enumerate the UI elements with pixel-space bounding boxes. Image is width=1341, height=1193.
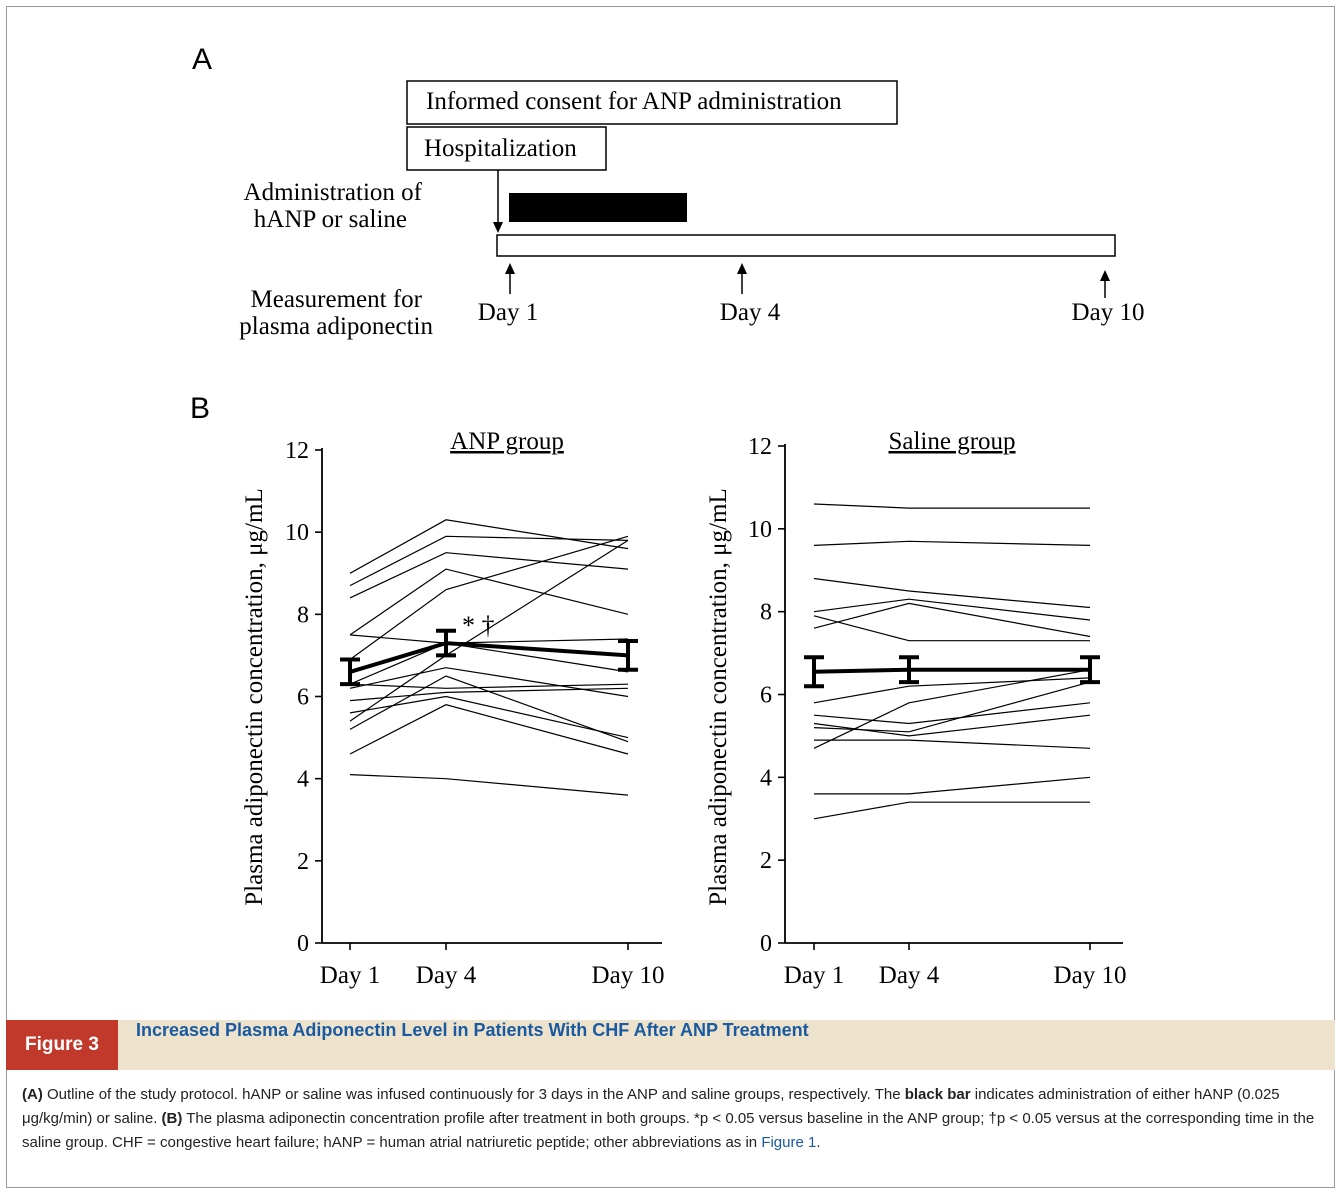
consent-box xyxy=(406,80,898,125)
anp-y-axis-label: Plasma adiponectin concentration, μg/mL xyxy=(241,488,268,905)
saline-individual-line-13 xyxy=(814,776,1091,795)
saline-x-tick-label-day-1: Day 1 xyxy=(784,962,844,989)
saline-y-tick-label-2: 2 xyxy=(760,848,772,874)
consent-box-label: Informed consent for ANP administration xyxy=(426,88,842,115)
anp-y-tick-label-6: 6 xyxy=(297,685,309,711)
hospitalization-box xyxy=(406,126,607,171)
anp-y-tick-label-10: 10 xyxy=(285,520,309,546)
panel-b-label: B xyxy=(190,392,210,425)
figure-title: Increased Plasma Adiponectin Level in Pa… xyxy=(136,1020,809,1040)
caption-b-label: (B) xyxy=(161,1110,183,1127)
panel-a-label: A xyxy=(192,43,212,76)
administration-black-bar xyxy=(509,193,687,222)
saline-individual-line-5 xyxy=(813,615,1090,642)
caption-end: . xyxy=(816,1134,821,1151)
anp-individual-line-2 xyxy=(349,535,629,587)
saline-y-tick-label-0: 0 xyxy=(760,931,772,957)
saline-group-chart: Saline group Plasma adiponectin concentr… xyxy=(705,428,1126,989)
measurement-arrow-day-1 xyxy=(505,263,515,294)
figure-number-badge: Figure 3 xyxy=(6,1020,118,1070)
saline-y-tick-label-12: 12 xyxy=(748,434,772,460)
saline-y-tick-label-8: 8 xyxy=(760,600,772,626)
saline-individual-line-11 xyxy=(814,739,1091,749)
saline-individual-line-14 xyxy=(813,801,1090,820)
measurement-label-line-2: plasma adiponectin xyxy=(239,313,433,340)
saline-y-ticks: 0 2 4 6 8 10 12 xyxy=(748,434,785,957)
caption-a-text-2: indicates administration of either hANP … xyxy=(22,1086,1280,1127)
anp-individual-line-14 xyxy=(349,704,629,755)
anp-individual-line-10 xyxy=(349,687,629,702)
caption-b-text: The plasma adiponectin concentration pro… xyxy=(22,1110,1315,1151)
anp-y-tick-label-2: 2 xyxy=(297,849,309,875)
figure-1-link[interactable]: Figure 1 xyxy=(761,1134,817,1151)
saline-individual-line-3 xyxy=(813,577,1091,609)
timeline-label-day-4: Day 4 xyxy=(720,299,781,326)
saline-chart-title: Saline group xyxy=(888,428,1015,455)
anp-individual-line-9 xyxy=(349,667,629,698)
saline-y-axis-label: Plasma adiponectin concentration, μg/mL xyxy=(705,488,732,905)
anp-individual-line-11 xyxy=(349,695,629,739)
anp-y-tick-label-4: 4 xyxy=(297,767,309,793)
anp-chart-title: ANP group xyxy=(450,428,564,455)
figure-caption: (A) Outline of the study protocol. hANP … xyxy=(22,1083,1317,1155)
anp-x-tick-label-day-10: Day 10 xyxy=(592,962,665,989)
measurement-arrow-day-10 xyxy=(1100,270,1110,298)
caption-a-text: Outline of the study protocol. hANP or s… xyxy=(42,1086,905,1103)
saline-individual-line-7 xyxy=(813,677,1091,704)
timeline-label-day-10: Day 10 xyxy=(1072,299,1145,326)
saline-individual-line-1 xyxy=(813,503,1090,509)
saline-mean-line xyxy=(813,667,1090,674)
figure-graphic: A Informed consent for ANP administratio… xyxy=(190,43,1145,989)
saline-individual-line-9 xyxy=(813,714,1091,737)
hospitalization-box-label: Hospitalization xyxy=(424,135,577,162)
anp-mean-line xyxy=(349,641,629,674)
anp-individual-line-4 xyxy=(349,568,629,636)
anp-individual-line-6 xyxy=(349,535,629,660)
caption-title-bar: Figure 3 Increased Plasma Adiponectin Le… xyxy=(6,1020,1335,1070)
saline-individual-line-12 xyxy=(813,669,1091,749)
anp-y-ticks: 0 2 4 6 8 10 12 xyxy=(285,438,322,957)
anp-y-tick-label-8: 8 xyxy=(297,602,309,628)
administration-label-line-1: Administration of xyxy=(244,179,423,206)
anp-individual-line-8 xyxy=(349,683,629,689)
anp-group-chart: ANP group Plasma adiponectin concentrati… xyxy=(241,428,664,989)
anp-individual-line-7 xyxy=(349,642,629,685)
caption-a-label: (A) xyxy=(22,1086,43,1103)
saline-x-tick-label-day-4: Day 4 xyxy=(879,962,940,989)
saline-y-tick-label-4: 4 xyxy=(760,765,772,791)
anp-y-tick-label-12: 12 xyxy=(285,438,309,464)
anp-x-tick-label-day-4: Day 4 xyxy=(416,962,477,989)
saline-y-tick-label-10: 10 xyxy=(748,517,772,543)
study-timeline-bar xyxy=(496,234,1116,257)
saline-x-tick-label-day-10: Day 10 xyxy=(1054,962,1127,989)
saline-x-ticks: Day 1 Day 4 Day 10 xyxy=(784,943,1127,989)
anp-significance-annotation: * † xyxy=(462,611,495,640)
measurement-arrow-day-4 xyxy=(737,263,747,294)
saline-individual-line-10 xyxy=(813,681,1091,733)
administration-label-line-2: hANP or saline xyxy=(254,206,407,233)
saline-individual-lines xyxy=(813,503,1091,820)
saline-individual-line-4 xyxy=(813,598,1091,621)
anp-individual-line-15 xyxy=(349,774,629,796)
saline-individual-line-2 xyxy=(813,540,1091,546)
caption-bold-phrase: black bar xyxy=(904,1086,971,1103)
timeline-label-day-1: Day 1 xyxy=(478,299,538,326)
measurement-label-line-1: Measurement for xyxy=(251,286,423,313)
anp-x-ticks: Day 1 Day 4 Day 10 xyxy=(320,943,665,989)
saline-mean-series xyxy=(804,655,1100,689)
anp-individual-line-3 xyxy=(349,552,629,599)
saline-individual-line-8 xyxy=(813,702,1091,725)
hospitalization-arrow-head xyxy=(493,222,503,233)
anp-mean-series xyxy=(340,628,638,687)
saline-individual-line-6 xyxy=(813,602,1091,638)
saline-y-tick-label-6: 6 xyxy=(760,683,772,709)
anp-y-tick-label-0: 0 xyxy=(297,931,309,957)
anp-x-tick-label-day-1: Day 1 xyxy=(320,962,380,989)
anp-individual-line-13 xyxy=(349,675,629,743)
